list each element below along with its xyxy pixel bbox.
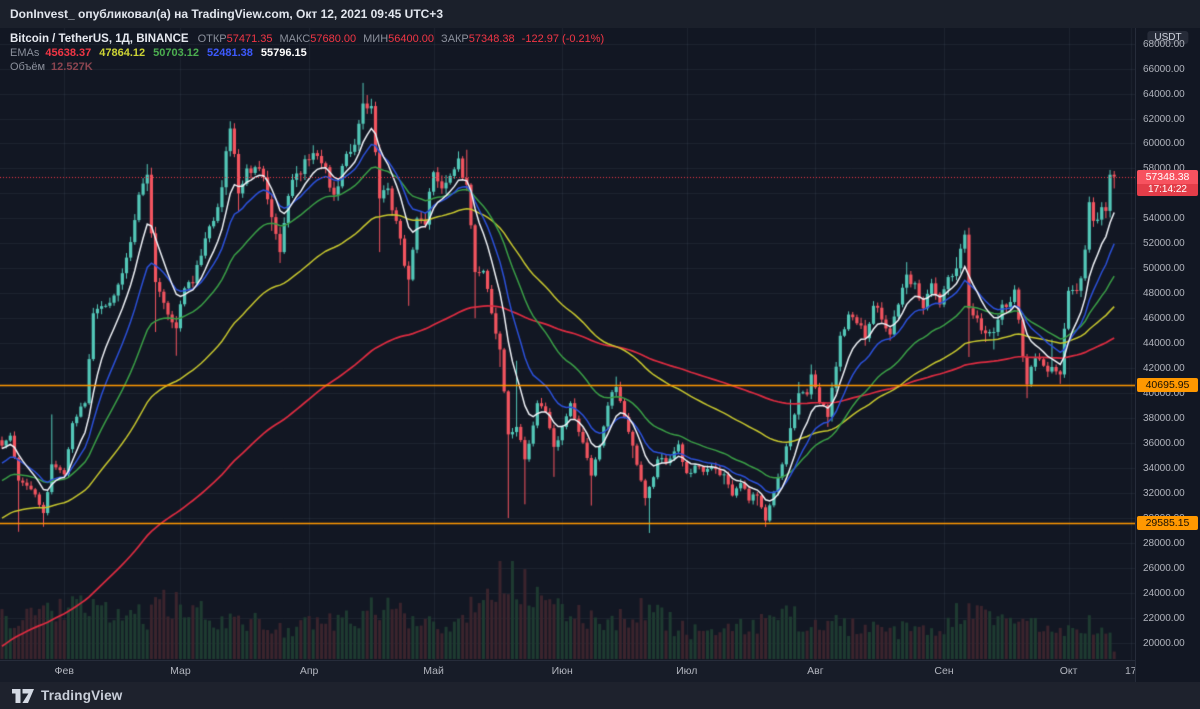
- chart-area: Bitcoin / TetherUS, 1Д, BINANCE ОТКР57471…: [0, 28, 1135, 660]
- publish-bar: DonInvest_ опубликовал(а) на TradingView…: [0, 0, 1200, 28]
- price-tick-label: 44000.00: [1143, 338, 1185, 350]
- price-scale-unit: USDT: [1147, 31, 1189, 44]
- price-tick-label: 68000.00: [1143, 38, 1185, 50]
- high-label: МАКС: [279, 33, 311, 45]
- symbol-title[interactable]: Bitcoin / TetherUS, 1Д, BINANCE: [10, 33, 189, 45]
- price-tick-label: 28000.00: [1143, 538, 1185, 549]
- volume-indicator-label[interactable]: Объём: [10, 61, 46, 73]
- legend-emas-row: EMAs 45638.37 47864.12 50703.12 52481.38 5579…: [10, 46, 604, 60]
- close-label: ЗАКР: [441, 33, 469, 45]
- price-tick-label: 60000.00: [1143, 138, 1185, 150]
- price-tick-label: 66000.00: [1143, 63, 1185, 75]
- volume-value: 12.527K: [51, 61, 93, 73]
- emas-indicator-label[interactable]: EMAs: [10, 47, 40, 59]
- tradingview-brand-text[interactable]: TradingView: [41, 688, 123, 703]
- month-label: Сен: [934, 665, 954, 677]
- open-value: 57471.35: [226, 33, 273, 45]
- month-label: Авг: [807, 665, 824, 677]
- price-tick-label: 24000.00: [1143, 587, 1185, 599]
- price-tick-label: 22000.00: [1143, 612, 1185, 624]
- change-value: -122.97 (-0.21%): [521, 33, 605, 45]
- price-tick-label: 38000.00: [1143, 413, 1185, 425]
- footer-bar: TradingView: [0, 682, 1200, 709]
- month-label: Фев: [54, 665, 74, 677]
- publish-bar-text: DonInvest_ опубликовал(а) на TradingView…: [10, 7, 443, 21]
- ema-value-4: 52481.38: [207, 47, 253, 59]
- month-label: Окт: [1059, 665, 1078, 677]
- price-tick-label: 42000.00: [1143, 363, 1185, 375]
- price-tick-label: 26000.00: [1143, 562, 1185, 574]
- price-tick-label: 54000.00: [1143, 213, 1185, 225]
- price-tick-label: 36000.00: [1143, 438, 1185, 450]
- legend-symbol-row: Bitcoin / TetherUS, 1Д, BINANCE ОТКР57471…: [10, 32, 604, 46]
- price-tick-label: 58000.00: [1143, 163, 1185, 175]
- ema-value-2: 47864.12: [99, 47, 146, 59]
- level-badge-upper: 40695.95: [1137, 377, 1198, 392]
- price-tick-label: 50000.00: [1143, 263, 1185, 275]
- chart-legend: Bitcoin / TetherUS, 1Д, BINANCE ОТКР57471…: [10, 32, 604, 74]
- ema-value-3: 50703.12: [153, 47, 200, 59]
- close-value: 57348.38: [468, 33, 515, 45]
- bar-countdown: 17:14:22: [1137, 183, 1198, 196]
- price-tick-label: 20000.00: [1143, 637, 1185, 649]
- price-tick-label: 32000.00: [1143, 488, 1185, 500]
- open-label: ОТКР: [197, 33, 227, 45]
- price-tick-label: 46000.00: [1143, 313, 1185, 325]
- price-tick-label: 64000.00: [1143, 88, 1185, 100]
- price-tick-label: 40000.00: [1143, 388, 1185, 400]
- high-value: 57680.00: [310, 33, 357, 45]
- price-scale[interactable]: USDT 57348.38 17:14:22 40695.95 29585.15…: [1135, 28, 1200, 682]
- tradingview-logo-icon[interactable]: [12, 688, 34, 704]
- month-label: Май: [423, 665, 444, 677]
- month-label: Мар: [170, 665, 191, 677]
- low-value: 56400.00: [388, 33, 435, 45]
- price-tick-label: 48000.00: [1143, 288, 1185, 300]
- price-tick-label: 62000.00: [1143, 113, 1185, 125]
- level-badge-lower: 29585.15: [1137, 516, 1198, 531]
- month-label: Апр: [299, 665, 319, 677]
- month-label: Июл: [676, 665, 698, 677]
- price-chart-canvas[interactable]: [0, 28, 1135, 660]
- low-label: МИН: [363, 33, 389, 45]
- time-axis[interactable]: Фев Мар Апр Май Июн Июл Авг Сен Окт 17: [0, 660, 1135, 682]
- month-label: 17: [1124, 665, 1135, 677]
- ema-value-1: 45638.37: [45, 47, 92, 59]
- last-price-badge: 57348.38 17:14:22: [1137, 169, 1198, 196]
- legend-volume-row: Объём 12.527K: [10, 60, 604, 74]
- price-tick-label: 34000.00: [1143, 463, 1185, 475]
- ema-value-5: 55796.15: [260, 47, 307, 59]
- last-price-value: 57348.38: [1137, 169, 1198, 184]
- price-tick-label: 52000.00: [1143, 238, 1185, 250]
- month-label: Июн: [551, 665, 573, 677]
